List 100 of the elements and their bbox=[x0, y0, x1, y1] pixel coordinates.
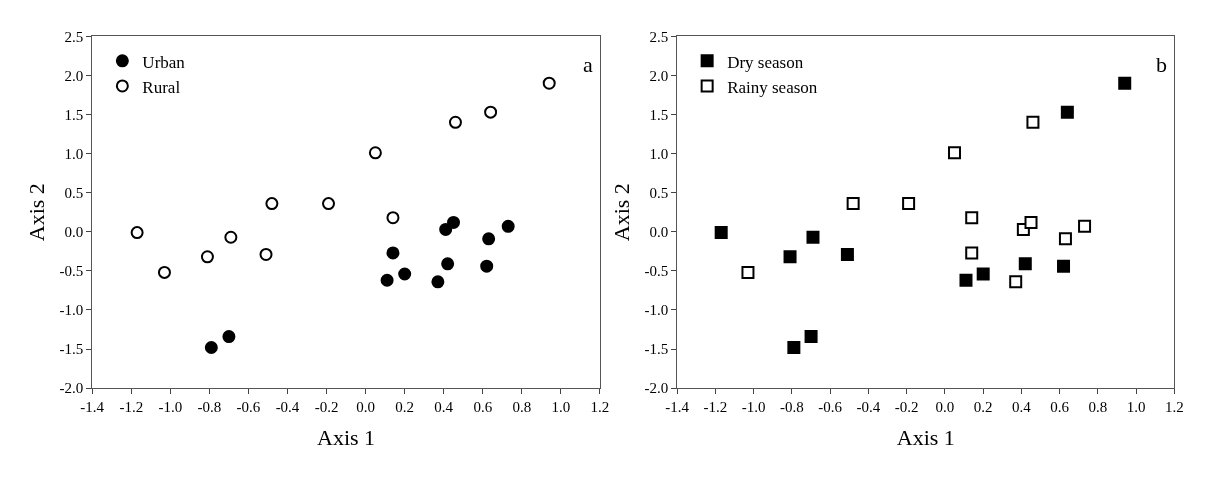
point bbox=[204, 341, 218, 355]
x-axis-title: Axis 1 bbox=[317, 425, 376, 451]
point bbox=[1078, 219, 1092, 233]
point bbox=[840, 247, 854, 261]
x-tick-label: 0.6 bbox=[1050, 399, 1070, 416]
y-tick-label: -1.5 bbox=[644, 341, 669, 358]
point bbox=[501, 219, 515, 233]
y-tick-label: 2.5 bbox=[64, 28, 84, 45]
point bbox=[714, 226, 728, 240]
point bbox=[965, 246, 979, 260]
y-tick-label: -2.0 bbox=[644, 380, 669, 397]
x-tick-label: -0.4 bbox=[275, 399, 300, 416]
x-tick-label: 0.8 bbox=[512, 399, 532, 416]
y-tick-label: 0.5 bbox=[649, 184, 669, 201]
x-tick-label: 0.4 bbox=[1012, 399, 1032, 416]
x-tick-label: -0.6 bbox=[236, 399, 261, 416]
x-tick-label: 0.0 bbox=[935, 399, 955, 416]
y-tick-label: -1.0 bbox=[644, 302, 669, 319]
point bbox=[484, 105, 498, 119]
x-tick-label: -0.2 bbox=[314, 399, 339, 416]
x-tick-label: -1.0 bbox=[741, 399, 766, 416]
point bbox=[1024, 215, 1038, 229]
point bbox=[1057, 259, 1071, 273]
x-tick-label: -0.8 bbox=[780, 399, 804, 416]
x-tick-label: 1.2 bbox=[590, 399, 610, 416]
x-tick-label: -0.2 bbox=[894, 399, 919, 416]
y-tick-label: 1.5 bbox=[649, 106, 669, 123]
y-tick-label: 2.0 bbox=[649, 67, 669, 84]
legend-label: Rural bbox=[142, 77, 181, 97]
y-tick-label: -2.0 bbox=[59, 380, 84, 397]
x-tick-label: 1.0 bbox=[1126, 399, 1146, 416]
point bbox=[480, 259, 494, 273]
point bbox=[741, 265, 755, 279]
y-tick-label: 2.5 bbox=[649, 28, 669, 45]
y-axis-title: Axis 2 bbox=[24, 183, 50, 242]
point bbox=[439, 222, 453, 236]
point bbox=[787, 341, 801, 355]
y-axis-title: Axis 2 bbox=[609, 183, 635, 242]
x-tick-label: 0.2 bbox=[973, 399, 993, 416]
point bbox=[398, 267, 412, 281]
point bbox=[448, 115, 462, 129]
point bbox=[322, 197, 336, 211]
x-tick-label: -1.0 bbox=[158, 399, 183, 416]
x-tick-label: 0.4 bbox=[434, 399, 454, 416]
x-tick-label: 1.2 bbox=[1165, 399, 1184, 416]
point bbox=[447, 215, 461, 229]
point bbox=[542, 76, 556, 90]
y-tick-label: 0.0 bbox=[649, 224, 669, 241]
x-tick-label: 0.2 bbox=[395, 399, 415, 416]
x-tick-label: -1.2 bbox=[119, 399, 144, 416]
point bbox=[1009, 275, 1023, 289]
legend-label: Rainy season bbox=[727, 77, 818, 97]
point bbox=[200, 250, 214, 264]
y-tick-label: -0.5 bbox=[59, 263, 84, 280]
y-tick-label: 1.0 bbox=[64, 145, 84, 162]
point bbox=[368, 146, 382, 160]
x-tick-label: -1.2 bbox=[703, 399, 728, 416]
y-tick-label: 0.5 bbox=[64, 184, 84, 201]
y-tick-label: -1.5 bbox=[59, 341, 84, 358]
point bbox=[976, 267, 990, 281]
x-tick-label: 0.8 bbox=[1088, 399, 1108, 416]
y-tick-label: 1.0 bbox=[649, 145, 669, 162]
point bbox=[157, 265, 171, 279]
y-tick-label: -1.0 bbox=[59, 302, 84, 319]
point bbox=[902, 197, 916, 211]
x-tick-label: 1.0 bbox=[551, 399, 571, 416]
point bbox=[959, 273, 973, 287]
x-tick-label: 0.6 bbox=[473, 399, 493, 416]
point bbox=[265, 197, 279, 211]
x-tick-label: -0.8 bbox=[197, 399, 222, 416]
point bbox=[965, 211, 979, 225]
point bbox=[1058, 232, 1072, 246]
x-axis-title: Axis 1 bbox=[896, 425, 955, 451]
point bbox=[222, 330, 236, 344]
annotation: b bbox=[1156, 52, 1167, 77]
x-tick-label: 0.0 bbox=[356, 399, 375, 416]
point bbox=[1060, 105, 1074, 119]
y-tick-label: -0.5 bbox=[644, 263, 669, 280]
x-tick-label: -1.4 bbox=[80, 399, 105, 416]
x-tick-label: -0.4 bbox=[856, 399, 881, 416]
point bbox=[224, 230, 238, 244]
point bbox=[130, 226, 144, 240]
y-tick-label: 1.5 bbox=[64, 106, 84, 123]
point bbox=[1026, 115, 1040, 129]
point bbox=[441, 257, 455, 271]
point bbox=[386, 246, 400, 260]
point bbox=[259, 247, 273, 261]
point bbox=[804, 330, 818, 344]
point bbox=[380, 273, 394, 287]
point bbox=[386, 211, 400, 225]
point bbox=[948, 146, 962, 160]
point bbox=[482, 232, 496, 246]
x-tick-label: -1.4 bbox=[665, 399, 690, 416]
annotation: a bbox=[583, 52, 593, 77]
point bbox=[846, 197, 860, 211]
point bbox=[431, 275, 445, 289]
y-tick-label: 0.0 bbox=[64, 224, 84, 241]
y-tick-label: 2.0 bbox=[64, 67, 84, 84]
point bbox=[1118, 76, 1132, 90]
point bbox=[806, 230, 820, 244]
